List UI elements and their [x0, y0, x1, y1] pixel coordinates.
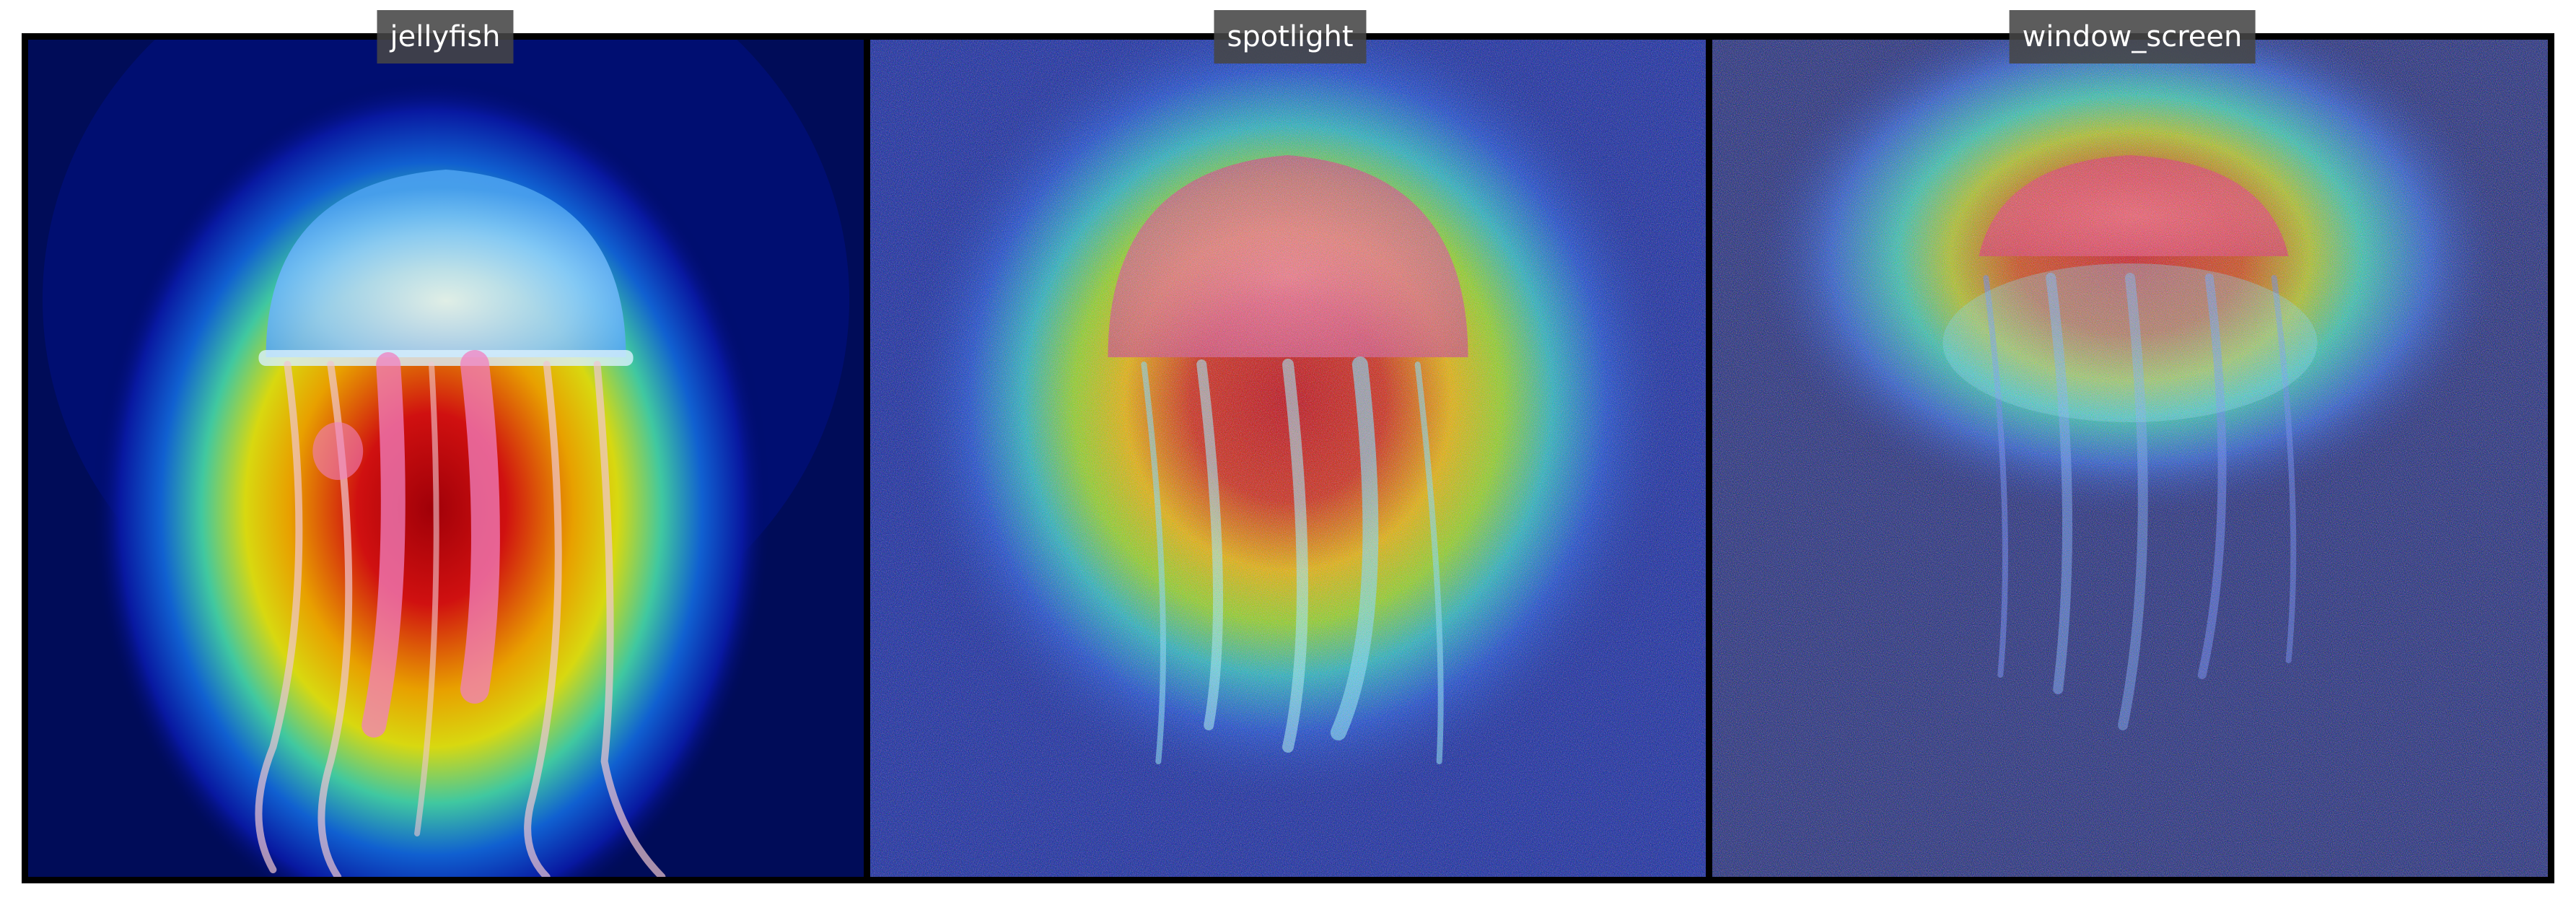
window-screen-heatmap-image — [1712, 40, 2548, 877]
jellyfish-heatmap-image — [28, 40, 864, 877]
panel-spotlight — [864, 40, 1706, 877]
panel-label-spotlight: spotlight — [1214, 10, 1366, 64]
spotlight-heatmap-image — [870, 40, 1706, 877]
panel-window-screen — [1706, 40, 2548, 877]
panel-label-jellyfish: jellyfish — [377, 10, 513, 64]
image-panel-strip — [22, 33, 2554, 883]
panel-label-window-screen: window_screen — [2010, 10, 2256, 64]
panel-jellyfish — [28, 40, 864, 877]
